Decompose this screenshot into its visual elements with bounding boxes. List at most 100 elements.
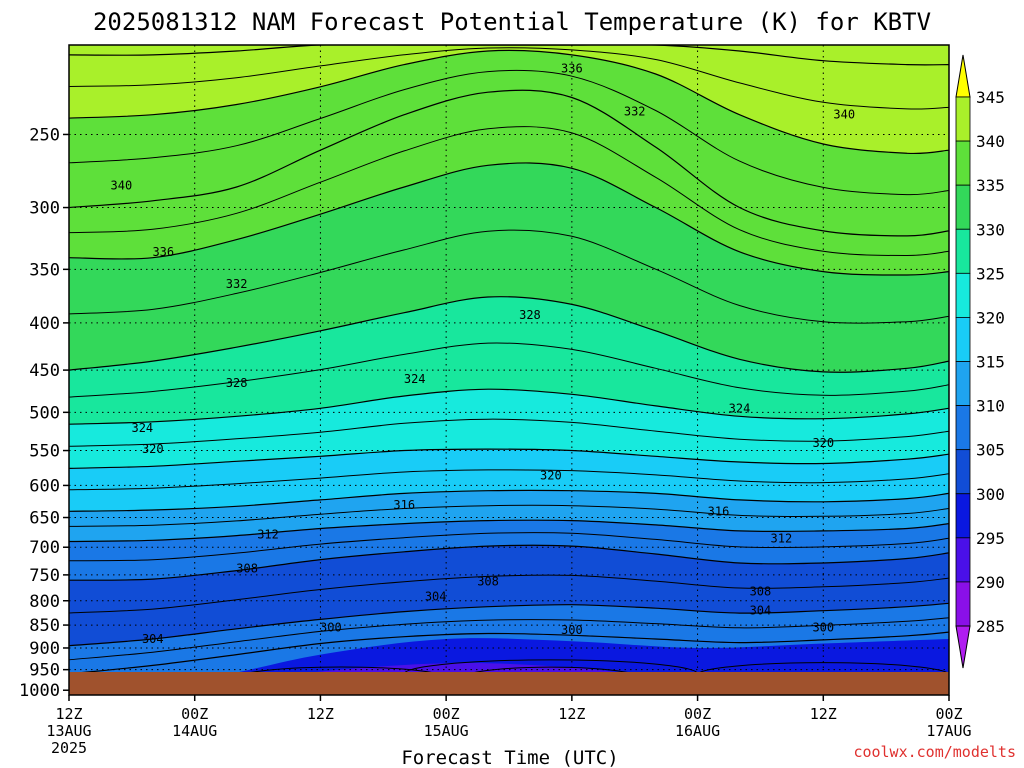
colorbar-segment — [955, 96, 971, 142]
colorbar-segment — [955, 272, 971, 318]
y-tick-label: 1000 — [19, 681, 60, 701]
colorbar-label: 290 — [976, 573, 1005, 592]
chart-title: 2025081312 NAM Forecast Potential Temper… — [93, 8, 931, 36]
contour-labels: 336 332 340 340 336 332 328 324 328 324 324 320 320 3… — [111, 61, 856, 646]
contour-label: 300 — [320, 620, 342, 634]
contour-320 — [69, 448, 949, 469]
contour-label: 316 — [393, 498, 415, 512]
colorbar-label: 300 — [976, 485, 1005, 504]
contour-label: 328 — [226, 376, 248, 390]
contour-label: 324 — [729, 401, 751, 415]
y-axis-ticks: 250 300 350 400 450 500 550 600 650 700 750 800 850 9… — [19, 125, 69, 701]
contour-label: 308 — [750, 585, 772, 599]
contour-316 — [69, 489, 949, 512]
y-tick-label: 300 — [29, 199, 60, 219]
colorbar-bottom-arrow — [955, 625, 971, 669]
contour-label: 340 — [833, 108, 855, 122]
contour-label: 312 — [257, 527, 279, 541]
x-tick-label: 13AUG — [46, 722, 91, 740]
colorbar-segment — [955, 493, 971, 539]
contour-minor — [69, 574, 949, 614]
contour-label: 308 — [236, 561, 258, 575]
contour-label: 332 — [226, 277, 248, 291]
y-tick-label: 700 — [29, 538, 60, 558]
colorbar-segment — [955, 228, 971, 274]
contour-label: 340 — [111, 179, 133, 193]
colorbar-label: 285 — [976, 617, 1005, 636]
contour-label: 336 — [561, 61, 583, 75]
gridlines — [69, 45, 949, 695]
contour-324 — [69, 388, 949, 425]
y-tick-label: 750 — [29, 566, 60, 586]
y-tick-label: 900 — [29, 639, 60, 659]
contour-label: 312 — [771, 532, 793, 546]
colorbar-label: 310 — [976, 397, 1005, 416]
y-tick-label: 950 — [29, 661, 60, 681]
contour-minor — [69, 469, 949, 491]
colorbar-segment — [955, 449, 971, 495]
colorbar-label: 325 — [976, 264, 1005, 283]
contour-label: 316 — [708, 504, 730, 518]
contour-label: 304 — [142, 632, 164, 646]
contour-label: 300 — [812, 620, 834, 634]
contour-minor — [69, 504, 949, 527]
contour-312 — [69, 519, 949, 543]
theta-bands — [69, 45, 949, 695]
x-tick-label: 12Z — [307, 705, 334, 723]
colorbar-segment — [955, 405, 971, 451]
x-tick-label: 15AUG — [424, 722, 469, 740]
colorbar-segment — [955, 140, 971, 186]
contour-minor — [69, 342, 949, 398]
x-tick-label: 14AUG — [172, 722, 217, 740]
x-tick-label: 17AUG — [926, 722, 971, 740]
contour-minor — [69, 418, 949, 447]
x-tick-label: 00Z — [181, 705, 208, 723]
colorbar-segment — [955, 537, 971, 583]
y-tick-label: 800 — [29, 592, 60, 612]
x-tick-label: 12Z — [810, 705, 837, 723]
colorbar-label: 345 — [976, 88, 1005, 107]
contour-label: 324 — [404, 372, 426, 386]
colorbar-label: 340 — [976, 132, 1005, 151]
colorbar-label: 335 — [976, 176, 1005, 195]
colorbar-segment — [955, 317, 971, 362]
contour-minor — [69, 69, 949, 196]
y-tick-label: 450 — [29, 361, 60, 381]
y-tick-label: 550 — [29, 442, 60, 462]
plot-area: 336 332 340 340 336 332 328 324 328 324 324 320 320 3… — [69, 45, 949, 695]
x-tick-label: 12Z — [55, 705, 82, 723]
contour-308 — [69, 544, 949, 581]
contour-minor — [69, 126, 949, 257]
contour-300 — [69, 631, 949, 675]
colorbar-segment — [955, 581, 971, 627]
contour-336 — [69, 89, 949, 237]
y-tick-label: 850 — [29, 616, 60, 636]
colorbar-label: 295 — [976, 529, 1005, 548]
y-tick-label: 500 — [29, 403, 60, 423]
x-tick-label: 16AUG — [675, 722, 720, 740]
contour-328 — [69, 296, 949, 373]
y-tick-label: 400 — [29, 314, 60, 334]
contour-minor — [69, 229, 949, 324]
contour-label: 328 — [519, 308, 541, 322]
contour-332 — [69, 162, 949, 276]
contour-label: 324 — [131, 421, 153, 435]
contour-label: 300 — [561, 623, 583, 637]
x-tick-label: 00Z — [684, 705, 711, 723]
x-tick-label: 00Z — [433, 705, 460, 723]
colorbar-segment — [955, 184, 971, 230]
contour-minor — [69, 47, 949, 110]
contour-label: 336 — [152, 245, 174, 259]
x-axis-label: Forecast Time (UTC) — [401, 747, 618, 768]
contour-label: 320 — [540, 468, 562, 482]
contour-minor — [69, 617, 949, 661]
colorbar-label: 305 — [976, 441, 1005, 460]
x-tick-label: 2025 — [51, 739, 87, 757]
contour-minor — [69, 532, 949, 562]
contour-label: 304 — [750, 604, 772, 618]
contour-label: 320 — [142, 442, 164, 456]
colorbar-label: 320 — [976, 308, 1005, 327]
contour-label: 332 — [624, 104, 646, 118]
